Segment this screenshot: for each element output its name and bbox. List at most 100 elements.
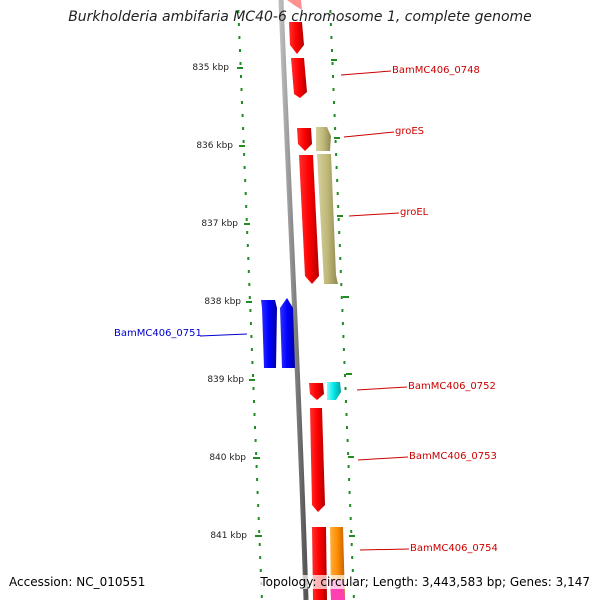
tick-dot-right bbox=[333, 101, 335, 104]
tick-dot-right bbox=[342, 335, 345, 338]
tick-dot-right bbox=[339, 257, 342, 260]
gene-label-bam0751[interactable]: BamMC406_0751 bbox=[114, 328, 202, 339]
tick-dot-left bbox=[248, 283, 251, 286]
tick-dot-right bbox=[346, 426, 348, 429]
gene-bam0754[interactable] bbox=[312, 527, 345, 600]
tick-dot-left bbox=[254, 439, 257, 442]
tick-dot-right bbox=[333, 114, 336, 117]
tick-dot-right bbox=[344, 387, 347, 390]
tick-dot-left bbox=[253, 400, 255, 403]
gene-arrow-groel[interactable] bbox=[317, 154, 338, 284]
tick-dot-left bbox=[256, 478, 259, 481]
tick-dot-left bbox=[250, 348, 253, 351]
tick-dot-right bbox=[337, 205, 340, 208]
gene-arrow-red-839[interactable] bbox=[309, 383, 324, 400]
tick-dot-right bbox=[347, 465, 350, 468]
tick-dot-left bbox=[251, 361, 254, 364]
tick-dot-right bbox=[329, 23, 332, 26]
gene-arrow-red-841[interactable] bbox=[312, 527, 327, 600]
tick-dot-right bbox=[329, 10, 332, 13]
tick-dot-left bbox=[239, 49, 241, 52]
tick-dot-right bbox=[349, 504, 352, 507]
gene-groel[interactable] bbox=[317, 154, 338, 284]
tick-dot-right bbox=[332, 75, 334, 78]
tick-label-841: 841 kbp bbox=[210, 531, 247, 541]
gene-bam0753[interactable] bbox=[310, 408, 325, 512]
tick-dot-right bbox=[351, 569, 354, 572]
tick-dot-left bbox=[252, 387, 255, 390]
gene-arrow-bam0748-c[interactable] bbox=[291, 58, 307, 98]
label-leaders bbox=[199, 70, 410, 551]
tick-dot-right bbox=[334, 127, 337, 130]
gene-arrow-cyan-839[interactable] bbox=[327, 382, 341, 400]
gene-label-bam0753[interactable]: BamMC406_0753 bbox=[409, 451, 497, 462]
tick-dot-right bbox=[345, 400, 347, 403]
gene-arrow-bam0748-b[interactable] bbox=[289, 22, 304, 54]
tick-dot-left bbox=[257, 517, 260, 520]
gene-arrow-groes[interactable] bbox=[316, 127, 331, 151]
gene-label-groes[interactable]: groES bbox=[395, 126, 425, 137]
tick-dot-left bbox=[245, 218, 248, 221]
tick-dot-left bbox=[237, 23, 240, 26]
tick-dot-right bbox=[343, 361, 346, 364]
tick-dot-left bbox=[241, 101, 243, 104]
tick-dot-right bbox=[351, 556, 354, 559]
topology-text: Topology: circular; Length: 3,443,583 bp… bbox=[260, 575, 590, 589]
tick-label-838: 838 kbp bbox=[204, 297, 241, 307]
tick-dot-right bbox=[342, 348, 345, 351]
tick-label-840: 840 kbp bbox=[209, 453, 246, 463]
gene-arrow-bam0748-a[interactable] bbox=[286, 0, 302, 10]
tick-dot-right bbox=[341, 309, 344, 312]
gene-arrow-bam0751-b[interactable] bbox=[280, 298, 295, 368]
tick-dot-left bbox=[242, 127, 245, 130]
tick-dot-left bbox=[246, 244, 249, 247]
tick-dot-right bbox=[348, 491, 351, 494]
gene-bam0749[interactable] bbox=[297, 128, 319, 284]
gene-bam0748[interactable] bbox=[286, 0, 307, 98]
gene-arrow-red-837[interactable] bbox=[299, 155, 319, 284]
accession-text: Accession: NC_010551 bbox=[9, 575, 146, 589]
tick-dot-right bbox=[344, 374, 346, 377]
tick-dot-left bbox=[243, 153, 246, 156]
leader-groel bbox=[348, 212, 400, 217]
tick-dot-left bbox=[256, 491, 259, 494]
genome-title: Burkholderia ambifaria MC40-6 chromosome… bbox=[68, 9, 532, 25]
tick-dot-right bbox=[339, 270, 342, 273]
tick-dot-left bbox=[244, 179, 247, 182]
gene-label-bam0748[interactable]: BamMC406_0748 bbox=[392, 65, 480, 76]
tick-dot-left bbox=[249, 322, 252, 325]
tick-dot-right bbox=[331, 49, 333, 52]
tick-dots bbox=[237, 10, 355, 598]
tick-dot-right bbox=[349, 517, 352, 520]
gene-label-bam0752[interactable]: BamMC406_0752 bbox=[408, 381, 496, 392]
gene-bam0751[interactable] bbox=[261, 298, 295, 368]
leader-bam0754 bbox=[359, 548, 410, 551]
tick-dot-left bbox=[240, 75, 242, 78]
tick-dot-left bbox=[246, 231, 249, 234]
tick-dot-left bbox=[252, 374, 254, 377]
tick-dot-left bbox=[254, 426, 256, 429]
gene-arrow-bam0753[interactable] bbox=[310, 408, 325, 512]
tick-dot-right bbox=[347, 452, 350, 455]
kbp-ticks bbox=[237, 67, 262, 537]
tick-label-837: 837 kbp bbox=[201, 219, 238, 229]
tick-dot-right bbox=[332, 88, 335, 91]
gene-bam0752[interactable] bbox=[309, 382, 341, 400]
tick-dot-left bbox=[237, 10, 240, 13]
tick-dot-right bbox=[350, 543, 353, 546]
gene-arrow-bam0751-a[interactable] bbox=[261, 300, 277, 368]
gene-groes[interactable] bbox=[316, 127, 331, 151]
gene-arrow-red-836[interactable] bbox=[297, 128, 312, 151]
tick-dot-right bbox=[352, 595, 355, 598]
tick-dot-right bbox=[341, 322, 344, 325]
tick-dot-left bbox=[260, 595, 263, 598]
tick-dot-right bbox=[331, 62, 334, 65]
tick-dot-left bbox=[255, 465, 258, 468]
gene-label-bam0754[interactable]: BamMC406_0754 bbox=[410, 543, 498, 554]
tick-dot-left bbox=[238, 36, 241, 39]
gene-label-groel[interactable]: groEL bbox=[400, 207, 429, 218]
chromosome-backbone bbox=[278, 0, 309, 601]
tick-dot-right bbox=[340, 283, 343, 286]
